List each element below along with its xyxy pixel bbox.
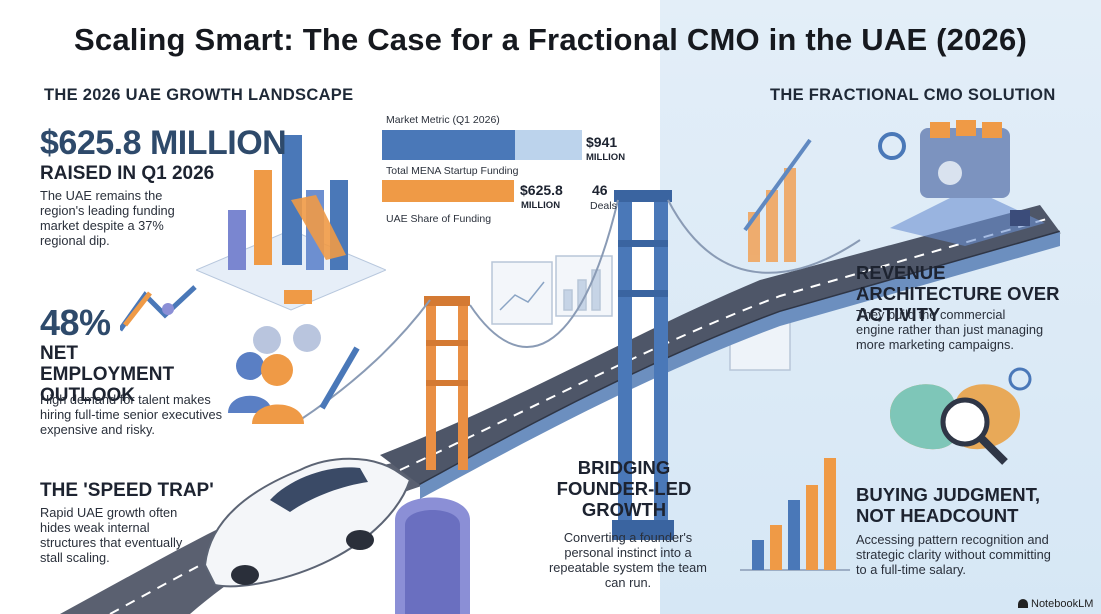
deals-value: 46: [592, 182, 608, 198]
total-funding-value: $941: [586, 134, 618, 150]
employment-label: NET EMPLOYMENT OUTLOOK: [40, 343, 175, 406]
notebooklm-logo-icon: [1018, 599, 1028, 608]
total-funding-unit: MILLION: [586, 152, 626, 163]
bridging-description: Converting a founder's personal instinct…: [549, 530, 707, 590]
funding-value: $625.8 MILLION: [40, 124, 287, 162]
right-section-heading: THE FRACTIONAL CMO SOLUTION: [770, 86, 1056, 104]
funding-description: The UAE remains the region's leading fun…: [40, 188, 175, 248]
bridging-title: BRIDGING FOUNDER-LED GROWTH: [556, 457, 692, 520]
judgment-description: Accessing pattern recognition and strate…: [856, 532, 1051, 577]
total-funding-label: Total MENA Startup Funding: [386, 165, 519, 177]
market-metric-header: Market Metric (Q1 2026): [386, 114, 500, 126]
speed-trap-title: THE 'SPEED TRAP': [40, 480, 214, 501]
background-growth-chart-icon: [743, 138, 812, 262]
uae-share-bar: [382, 180, 515, 202]
funding-label: RAISED IN Q1 2026: [40, 163, 215, 184]
blue-bridge-tower-icon: [612, 190, 674, 540]
uae-share-unit: MILLION: [521, 200, 561, 211]
rising-trend-icon: [120, 285, 197, 332]
funding-3d-bar-chart-icon: [196, 135, 386, 311]
revenue-title: REVENUE ARCHITECTURE OVER ACTIVITY: [856, 262, 1060, 325]
employment-description: High demand for talent makes hiring full…: [40, 392, 223, 437]
page-title: Scaling Smart: The Case for a Fractional…: [74, 22, 1027, 57]
left-section-heading: THE 2026 UAE GROWTH LANDSCAPE: [44, 86, 354, 104]
uae-share-value: $625.8: [520, 182, 563, 198]
deals-label: Deals: [590, 200, 617, 212]
market-metric-bars: [382, 130, 582, 202]
speed-trap-description: Rapid UAE growth often hides weak intern…: [40, 505, 183, 565]
engine-icon: [878, 120, 1045, 246]
judgment-title: BUYING JUDGMENT, NOT HEADCOUNT: [856, 484, 1040, 526]
watermark: NotebookLM: [1018, 598, 1093, 610]
watermark-label: NotebookLM: [1031, 598, 1094, 610]
revenue-description: They build the commercial engine rather …: [856, 307, 1044, 352]
sports-car-icon: [203, 457, 412, 588]
orange-bridge-tower-icon: [424, 296, 470, 470]
people-group-icon: [228, 324, 360, 424]
growth-bar-chart-icon: [740, 458, 850, 571]
uae-share-label: UAE Share of Funding: [386, 213, 492, 225]
brain-magnifier-icon: [890, 367, 1032, 465]
total-funding-bar: [382, 130, 516, 160]
employment-value: 48%: [40, 302, 111, 343]
